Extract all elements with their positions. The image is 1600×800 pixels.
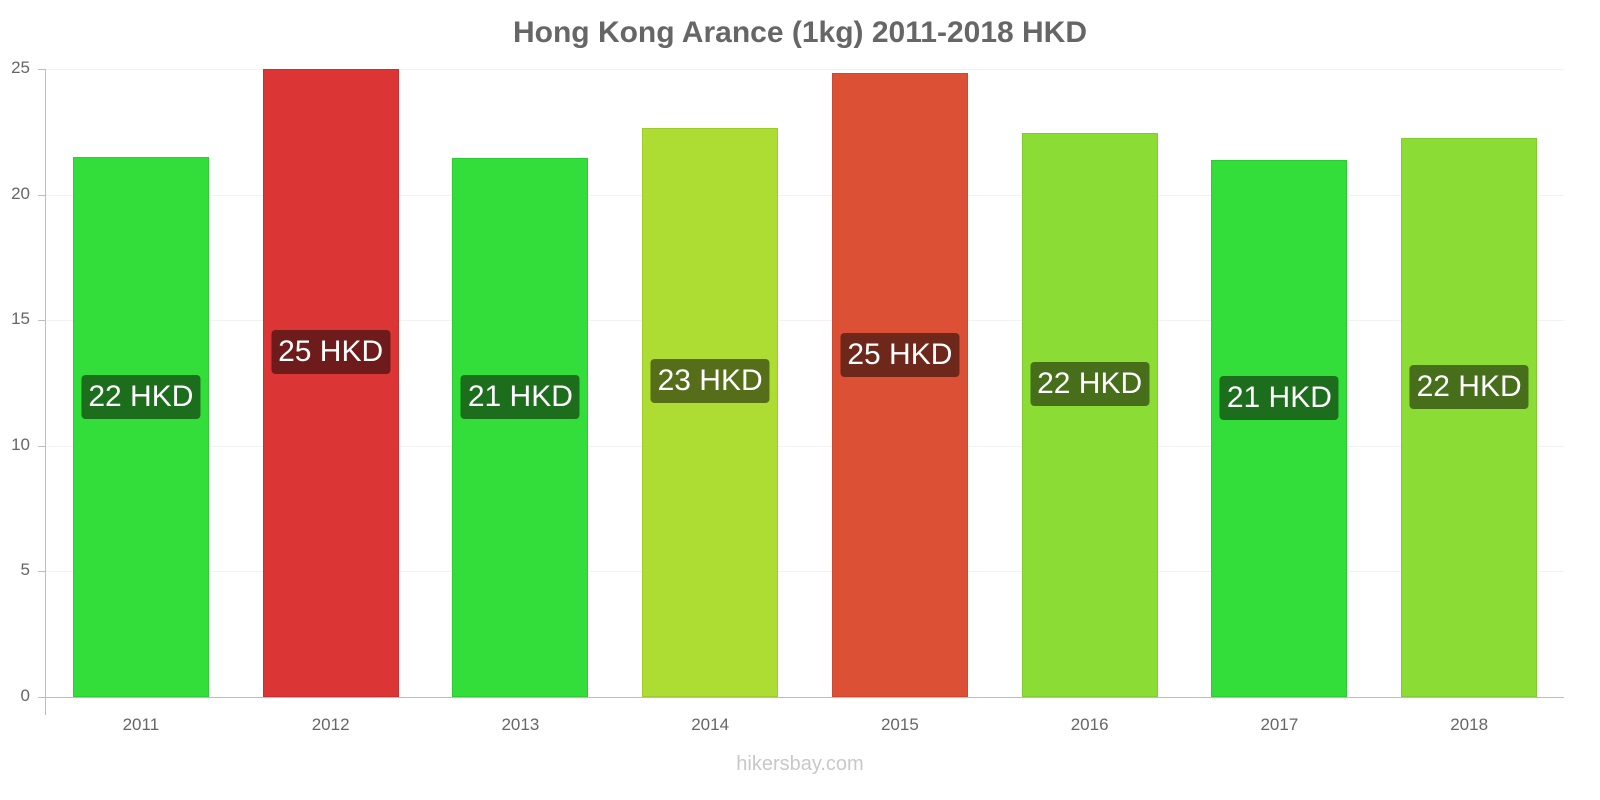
bar-2012[interactable] xyxy=(262,69,399,697)
x-tick-label: 2015 xyxy=(880,715,919,734)
bar-2016[interactable] xyxy=(1021,133,1158,697)
y-axis-line xyxy=(45,69,46,715)
bar-2011[interactable] xyxy=(72,156,209,697)
y-tick-label: 10 xyxy=(11,434,30,454)
chart-title: Hong Kong Arance (1kg) 2011-2018 HKD xyxy=(512,16,1088,49)
bar-2015[interactable] xyxy=(831,73,968,697)
bar-2014[interactable] xyxy=(642,128,779,697)
gridline xyxy=(46,571,1564,573)
bar-2018[interactable] xyxy=(1401,138,1538,697)
y-tick-label: 15 xyxy=(11,309,30,329)
bar-value-label: 25 HKD xyxy=(271,330,391,374)
gridline xyxy=(46,445,1564,447)
bar-value-label: 21 HKD xyxy=(1219,376,1339,420)
watermark: hikersbay.com xyxy=(736,753,864,775)
y-tick-label: 5 xyxy=(20,560,30,580)
y-tick-mark xyxy=(38,571,45,573)
gridline xyxy=(46,69,1564,70)
gridline xyxy=(46,320,1564,322)
x-axis-line xyxy=(38,697,1564,698)
x-tick-label: 2012 xyxy=(311,715,350,734)
y-tick-mark xyxy=(38,194,45,196)
x-tick-label: 2018 xyxy=(1450,715,1489,734)
x-tick-label: 2014 xyxy=(691,715,730,734)
y-tick-label: 25 xyxy=(11,58,30,77)
bar-value-label: 22 HKD xyxy=(1030,362,1150,406)
bar-value-label: 23 HKD xyxy=(650,359,770,403)
x-tick-label: 2013 xyxy=(501,715,540,734)
bar-value-label: 22 HKD xyxy=(1409,365,1529,409)
y-tick-mark xyxy=(38,697,45,698)
bar-2017[interactable] xyxy=(1211,159,1348,697)
bar-value-label: 25 HKD xyxy=(840,333,960,377)
y-tick-mark xyxy=(38,320,45,322)
gridline xyxy=(46,194,1564,196)
x-tick-label: 2017 xyxy=(1260,715,1299,734)
y-tick-label: 20 xyxy=(11,183,30,203)
y-tick-mark xyxy=(38,445,45,447)
bar-value-label: 21 HKD xyxy=(460,375,580,419)
bar-value-label: 22 HKD xyxy=(81,375,201,419)
bar-2013[interactable] xyxy=(452,158,589,697)
x-tick-label: 2016 xyxy=(1070,715,1109,734)
y-tick-mark xyxy=(38,69,45,70)
y-tick-label: 0 xyxy=(20,686,30,705)
x-tick-label: 2011 xyxy=(122,715,160,734)
